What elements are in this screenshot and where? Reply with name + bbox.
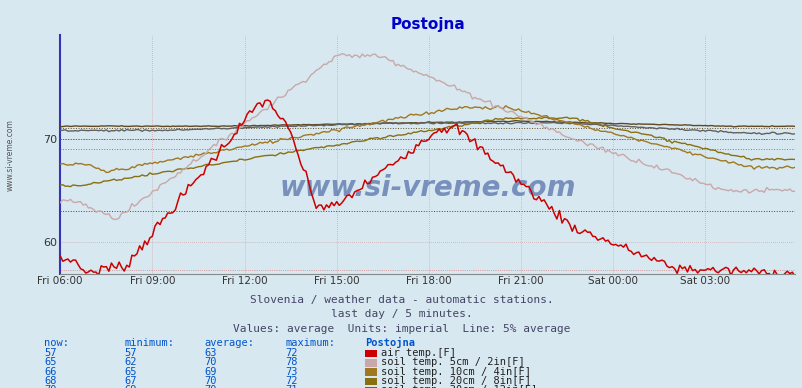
Text: 65: 65 [124,367,137,377]
Text: 72: 72 [285,376,298,386]
Text: 65: 65 [44,357,57,367]
Text: average:: average: [205,338,254,348]
Text: Postojna: Postojna [365,337,415,348]
Text: soil temp. 5cm / 2in[F]: soil temp. 5cm / 2in[F] [381,357,525,367]
Text: soil temp. 30cm / 12in[F]: soil temp. 30cm / 12in[F] [381,385,537,388]
Text: 71: 71 [285,385,298,388]
Text: 69: 69 [124,385,137,388]
Text: maximum:: maximum: [285,338,334,348]
Text: 67: 67 [124,376,137,386]
Text: Values: average  Units: imperial  Line: 5% average: Values: average Units: imperial Line: 5%… [233,324,569,334]
Text: 62: 62 [124,357,137,367]
Text: 57: 57 [44,348,57,358]
Text: 70: 70 [205,376,217,386]
Text: 70: 70 [205,357,217,367]
Text: 70: 70 [44,385,57,388]
Text: now:: now: [44,338,69,348]
Text: 78: 78 [285,357,298,367]
Title: Postojna: Postojna [390,17,464,32]
Text: 57: 57 [124,348,137,358]
Text: 68: 68 [44,376,57,386]
Text: last day / 5 minutes.: last day / 5 minutes. [330,309,472,319]
Text: www.si-vreme.com: www.si-vreme.com [6,119,15,191]
Text: 63: 63 [205,348,217,358]
Text: soil temp. 20cm / 8in[F]: soil temp. 20cm / 8in[F] [381,376,531,386]
Text: 73: 73 [285,367,298,377]
Text: 66: 66 [44,367,57,377]
Text: minimum:: minimum: [124,338,174,348]
Text: Slovenia / weather data - automatic stations.: Slovenia / weather data - automatic stat… [249,294,553,305]
Text: www.si-vreme.com: www.si-vreme.com [279,174,575,202]
Text: 70: 70 [205,385,217,388]
Text: 72: 72 [285,348,298,358]
Text: air temp.[F]: air temp.[F] [381,348,456,358]
Text: 69: 69 [205,367,217,377]
Text: soil temp. 10cm / 4in[F]: soil temp. 10cm / 4in[F] [381,367,531,377]
